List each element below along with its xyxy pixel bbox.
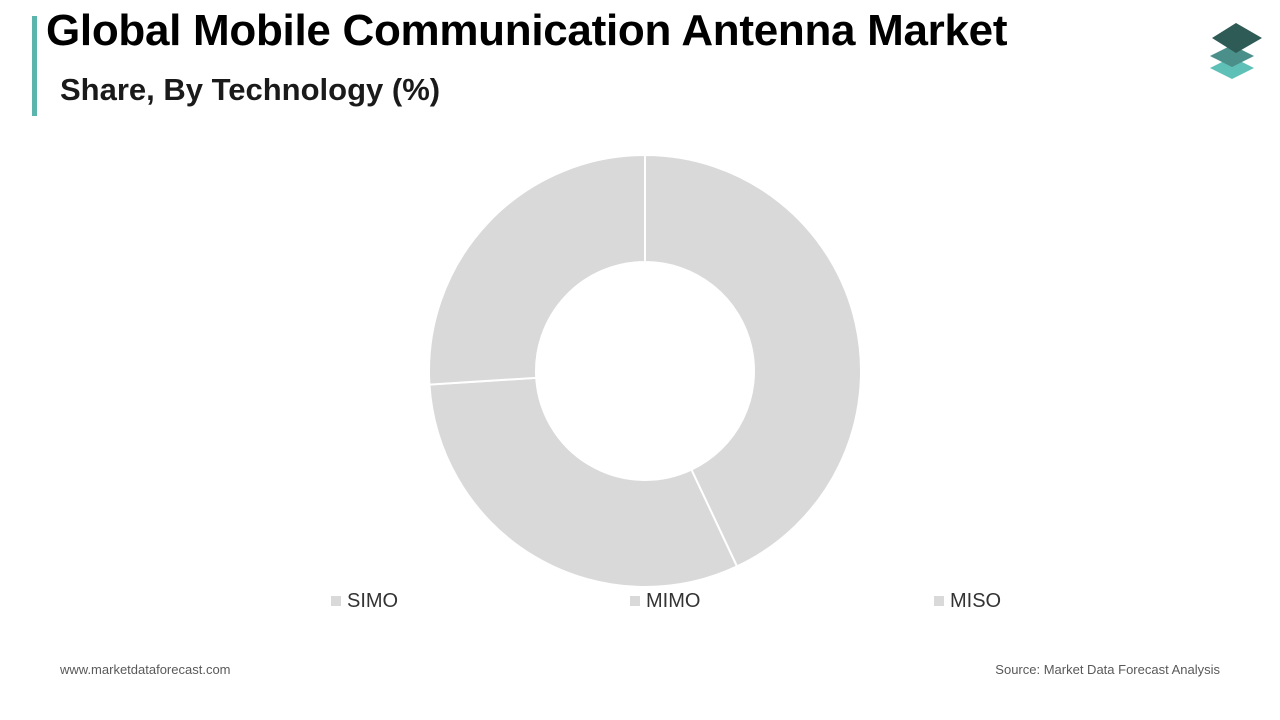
accent-bar: [32, 16, 37, 116]
footer-source: Source: Market Data Forecast Analysis: [995, 662, 1220, 677]
legend-swatch-mimo: [630, 596, 640, 606]
logo-layer-bottom: [1210, 57, 1254, 79]
legend-swatch-simo: [331, 596, 341, 606]
stacked-layers-logo-icon: [1210, 23, 1262, 79]
legend-label-simo: SIMO: [347, 589, 399, 612]
page-title: Global Mobile Communication Antenna Mark…: [46, 6, 1008, 55]
legend-item-mimo: MIMO: [630, 590, 700, 612]
legend-item-miso: MISO: [934, 590, 1001, 612]
logo-layer-top: [1212, 23, 1262, 53]
legend-item-simo: SIMO: [331, 590, 398, 612]
donut-slice-mimo: [428, 376, 739, 588]
footer-website: www.marketdataforecast.com: [60, 662, 231, 677]
legend-label-mimo: MIMO: [646, 589, 701, 612]
donut-slice-miso: [428, 153, 646, 386]
page-subtitle: Share, By Technology (%): [60, 72, 441, 107]
logo-layer-middle: [1210, 45, 1254, 67]
donut-slice-simo: [644, 153, 862, 568]
legend-swatch-miso: [934, 596, 944, 606]
legend-label-miso: MISO: [950, 589, 1002, 612]
